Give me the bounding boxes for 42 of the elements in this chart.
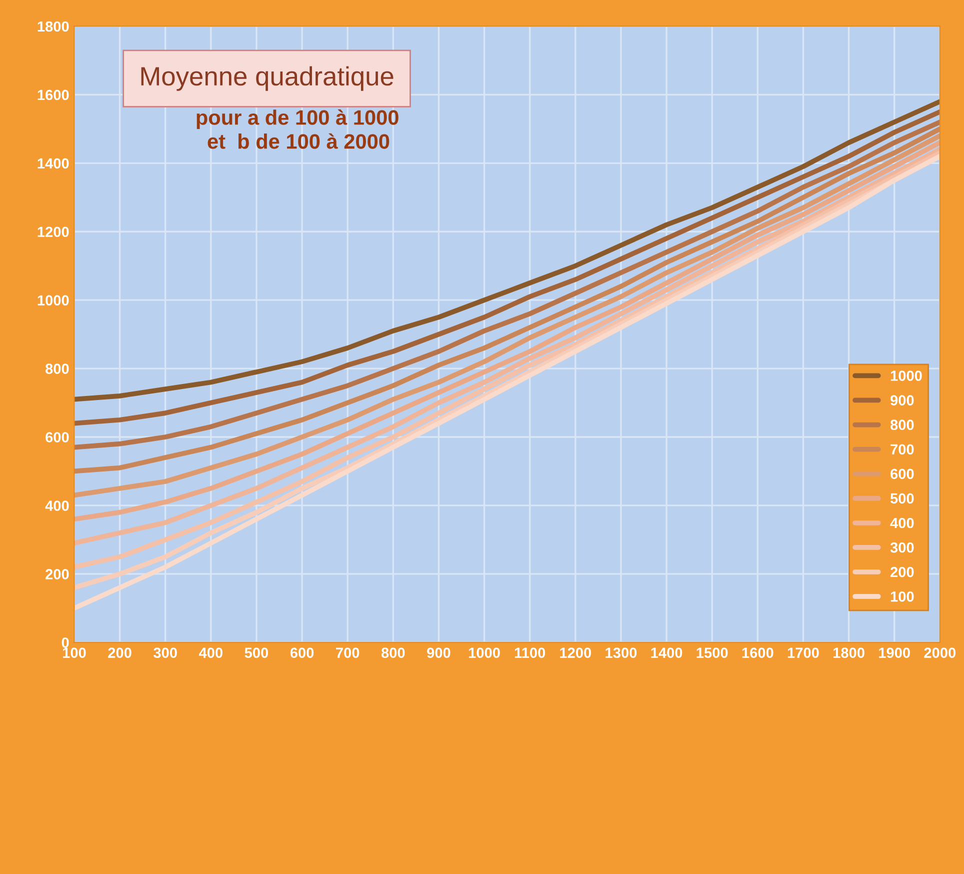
x-tick-label: 1000 <box>468 648 500 658</box>
y-tick-label: 200 <box>46 569 69 580</box>
legend-label: 600 <box>890 468 914 480</box>
y-tick-label: 400 <box>45 500 69 511</box>
x-tick-label: 1200 <box>560 648 592 658</box>
x-tick-label: 1400 <box>651 648 682 658</box>
y-tick-label: 1800 <box>38 21 69 32</box>
x-tick-label: 300 <box>154 648 177 658</box>
y-tick-label: 600 <box>46 432 69 442</box>
y-tick-label: 0 <box>62 637 69 648</box>
legend-label: 100 <box>890 591 914 602</box>
text: pour a de 100 à 1000 et b de 100 à 2000 <box>196 109 398 149</box>
x-tick-label: 1600 <box>742 648 774 658</box>
legend-label: 900 <box>890 395 914 406</box>
y-tick-label: 800 <box>46 364 69 374</box>
x-tick-label: 1500 <box>696 648 728 658</box>
x-tick-label: 700 <box>336 648 360 658</box>
x-tick-label: 1700 <box>788 648 819 658</box>
legend-label: 400 <box>890 518 914 528</box>
legend-label: 1000 <box>890 370 922 381</box>
x-tick-label: 500 <box>244 648 268 658</box>
x-tick-label: 2000 <box>924 648 956 658</box>
x-tick-label: 1300 <box>606 648 637 658</box>
legend-label: 500 <box>890 493 914 504</box>
x-tick-label: 600 <box>290 648 314 658</box>
x-tick-label: 400 <box>198 648 222 658</box>
y-tick-label: 1600 <box>38 90 69 100</box>
x-tick-label: 800 <box>381 648 405 658</box>
text: Moyenne quadratique <box>141 66 394 91</box>
legend-label: 300 <box>890 542 914 553</box>
legend-label: 800 <box>890 420 914 430</box>
x-tick-label: 1900 <box>879 648 910 658</box>
x-tick-label: 1100 <box>514 648 546 658</box>
y-tick-label: 1000 <box>38 295 69 306</box>
legend-label: 200 <box>890 566 914 578</box>
y-tick-label: 1200 <box>38 226 69 238</box>
x-tick-label: 200 <box>108 648 132 658</box>
x-tick-label: 1800 <box>833 648 864 658</box>
legend-label: 700 <box>890 444 914 455</box>
y-tick-label: 1400 <box>38 158 69 169</box>
x-tick-label: 100 <box>62 648 86 658</box>
x-tick-label: 900 <box>427 648 450 658</box>
